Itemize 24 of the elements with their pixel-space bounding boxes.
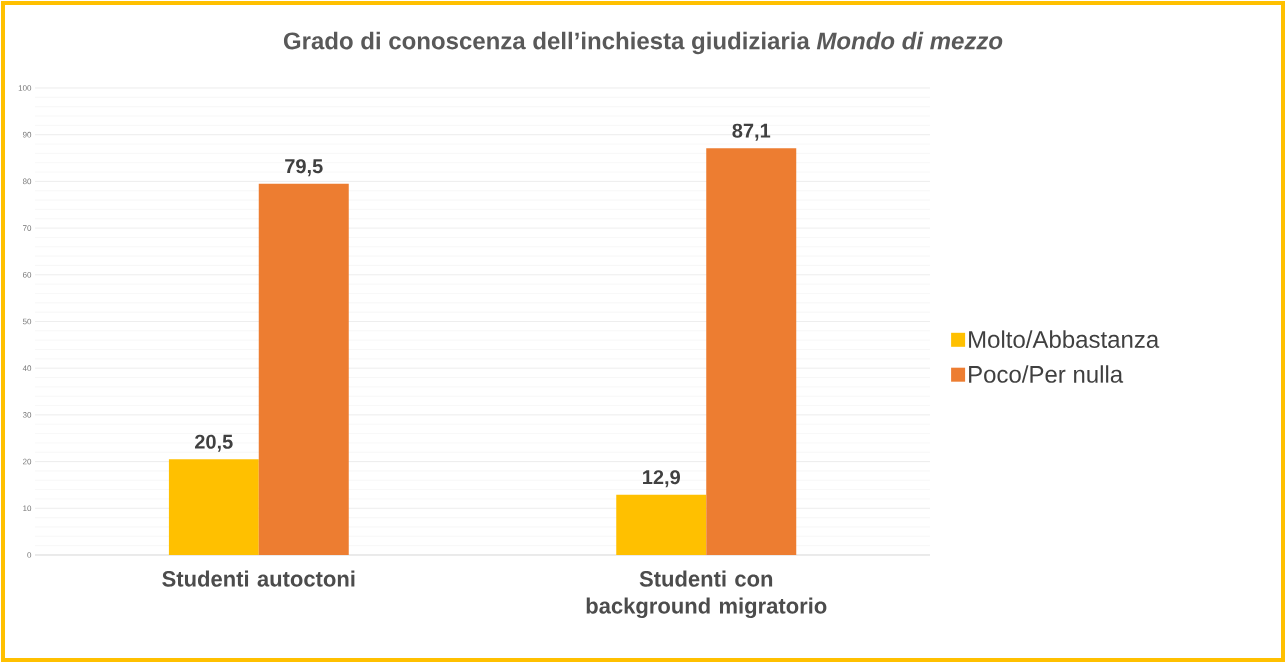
x-tick-label: Studenti con background migratorio	[586, 570, 827, 619]
data-label: 12,9	[643, 470, 680, 488]
bar	[706, 148, 797, 555]
y-tick-label: 80	[22, 178, 32, 185]
y-tick-label: 20	[22, 458, 32, 465]
y-tick-label: 0	[27, 552, 32, 558]
legend-label: Poco/Per nulla	[969, 365, 1124, 383]
y-tick-label: 30	[22, 412, 32, 418]
chart-title: Grado di conoscenza dell’inchiesta giudiziaria Mondo di mezzo	[283, 31, 1003, 55]
y-tick-label: 100	[18, 85, 32, 91]
y-tick-label: 90	[22, 131, 32, 138]
y-tick-label: 40	[22, 365, 32, 372]
y-tick-label: 70	[22, 225, 32, 231]
x-tick-label: Studenti autoctoni	[162, 570, 355, 587]
bar	[168, 459, 259, 555]
data-label: 87,1	[732, 123, 771, 141]
y-tick-label: 10	[23, 505, 32, 512]
legend-label: Molto/Abbastanza	[969, 330, 1160, 348]
bar	[258, 183, 349, 555]
y-tick-label: 50	[22, 318, 32, 325]
data-label: 79,5	[285, 159, 323, 177]
bar	[616, 494, 707, 555]
y-tick-label: 60	[22, 271, 32, 278]
data-label: 20,5	[194, 434, 233, 452]
